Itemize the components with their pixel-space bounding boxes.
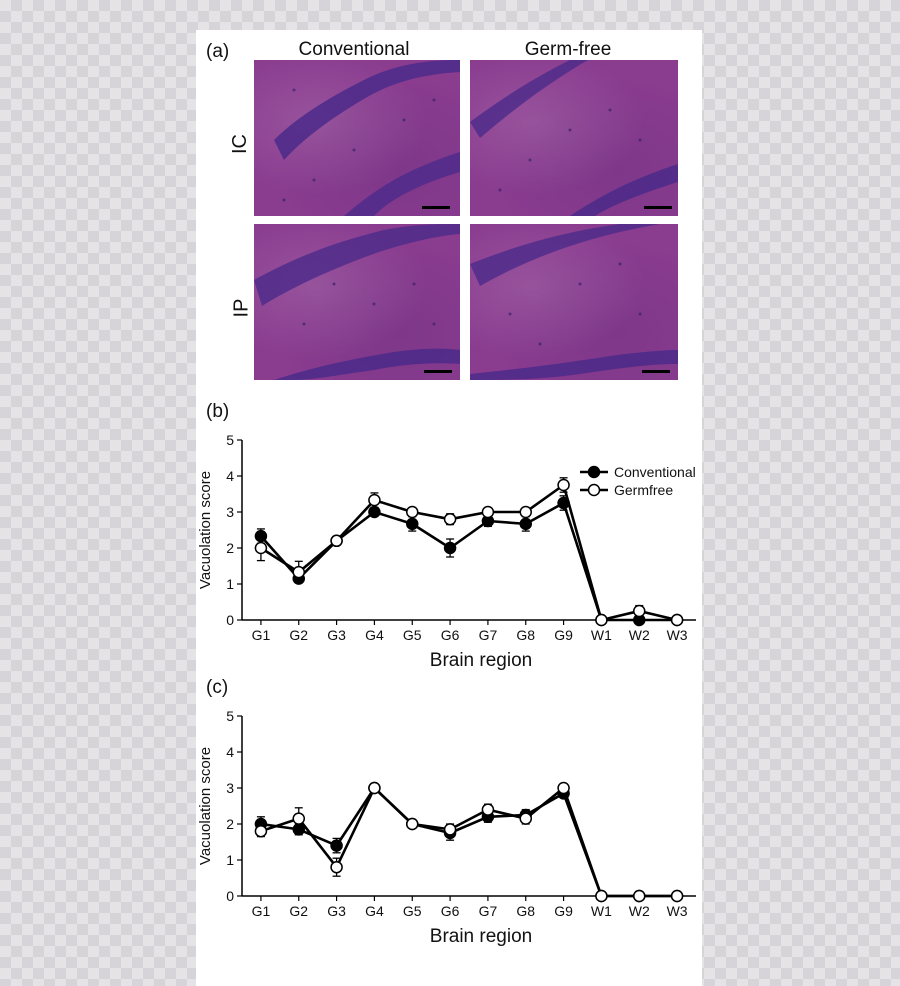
column-heading-germfree: Germ-free — [524, 39, 612, 60]
data-point-germfree — [633, 889, 646, 903]
data-point-germfree — [330, 534, 343, 548]
y-tick-label: 3 — [226, 504, 234, 520]
micrograph-ic-conventional — [254, 60, 460, 216]
micrograph-ip-germfree — [470, 224, 678, 380]
y-axis-label: Vacuolation score — [197, 747, 214, 865]
legend-label: Germfree — [614, 482, 673, 498]
row-label-ic: IC — [229, 134, 251, 154]
data-point-germfree — [595, 613, 608, 627]
data-point-germfree — [406, 817, 419, 831]
data-point-germfree — [595, 889, 608, 903]
legend-entry-germfree: Germfree — [580, 482, 673, 498]
x-axis-label: Brain region — [430, 926, 532, 947]
x-tick-label: G1 — [252, 903, 271, 919]
data-point-germfree — [368, 781, 381, 795]
scale-bar — [644, 206, 672, 209]
figure: (a) Conventional Germ-free IC IP — [196, 30, 702, 986]
panel-b-label: (b) — [206, 401, 230, 422]
data-point-germfree — [406, 505, 419, 519]
x-tick-label: G2 — [289, 903, 308, 919]
data-point-germfree — [557, 478, 570, 492]
y-tick-label: 1 — [226, 852, 234, 868]
x-tick-label: G3 — [327, 627, 346, 643]
legend-entry-conventional: Conventional — [580, 464, 696, 480]
series-line-germfree — [260, 483, 678, 622]
x-tick-label: G6 — [441, 627, 460, 643]
data-point-germfree — [670, 889, 684, 903]
x-tick-label: W2 — [629, 627, 650, 643]
x-tick-label: W1 — [591, 627, 612, 643]
data-point-germfree — [254, 541, 268, 555]
data-point-germfree — [633, 604, 646, 618]
data-point-germfree — [292, 565, 305, 579]
y-tick-label: 4 — [226, 468, 234, 484]
y-tick-label: 1 — [226, 576, 234, 592]
data-point-germfree — [670, 613, 684, 627]
x-tick-label: G3 — [327, 903, 346, 919]
y-tick-label: 5 — [226, 708, 234, 724]
data-point-germfree — [481, 803, 495, 816]
micrograph-ip-conventional — [254, 224, 460, 380]
data-point-germfree — [519, 505, 532, 519]
x-tick-label: G2 — [289, 627, 308, 643]
x-tick-label: W3 — [667, 903, 688, 919]
micrograph-ic-germfree — [470, 60, 678, 216]
data-point-conventional — [406, 517, 419, 531]
series-line-conventional — [260, 786, 678, 898]
data-point-germfree — [443, 823, 457, 836]
series-line-germfree — [260, 786, 678, 898]
x-tick-label: G9 — [554, 627, 573, 643]
row-label-ip: IP — [230, 298, 253, 318]
data-point-conventional — [368, 505, 381, 519]
y-tick-label: 4 — [226, 744, 234, 760]
y-tick-label: 3 — [226, 780, 234, 796]
data-point-germfree — [254, 824, 268, 838]
y-tick-label: 0 — [226, 888, 234, 904]
column-heading-conventional: Conventional — [298, 39, 410, 60]
y-tick-label: 5 — [226, 432, 234, 448]
y-tick-label: 2 — [226, 816, 234, 832]
chart-c: 0 1 2 3 4 5 G1 G2 G3 G4 G5 G6 G7 G8 G9 W1 W2 W3 Vacuolatio… — [197, 708, 696, 947]
y-tick-label: 0 — [226, 612, 234, 628]
x-tick-label: G5 — [403, 903, 422, 919]
x-tick-label: G4 — [365, 627, 384, 643]
scale-bar — [642, 370, 670, 373]
data-point-germfree — [557, 781, 570, 795]
x-tick-label: W2 — [629, 903, 650, 919]
x-tick-label: G6 — [441, 903, 460, 919]
data-point-germfree — [292, 812, 305, 825]
data-point-germfree — [519, 812, 532, 825]
series-line-conventional — [259, 501, 678, 622]
x-tick-label: G4 — [365, 903, 384, 919]
x-tick-label: G7 — [479, 903, 498, 919]
x-tick-label: G8 — [516, 627, 535, 643]
panel-a-label: (a) — [206, 41, 230, 62]
x-axis-label: Brain region — [430, 650, 532, 671]
data-point-germfree — [481, 505, 495, 519]
x-tick-label: G7 — [479, 627, 498, 643]
x-tick-label: W3 — [667, 627, 688, 643]
legend-label: Conventional — [614, 464, 696, 480]
x-tick-label: G8 — [516, 903, 535, 919]
data-point-conventional — [443, 541, 457, 555]
data-point-germfree — [330, 860, 343, 874]
data-point-conventional — [519, 517, 532, 531]
x-tick-label: W1 — [591, 903, 612, 919]
data-point-conventional — [330, 839, 343, 852]
scale-bar — [422, 206, 450, 209]
scale-bar — [424, 370, 452, 373]
data-point-germfree — [443, 512, 457, 526]
x-tick-label: G5 — [403, 627, 422, 643]
x-tick-label: G9 — [554, 903, 573, 919]
y-axis-label: Vacuolation score — [197, 471, 214, 589]
y-tick-label: 2 — [226, 540, 234, 556]
chart-b: 0 1 2 3 4 5 G1 G2 G3 G4 G5 G6 G7 G8 G9 W1 W2 W3 Vacuolatio… — [197, 432, 696, 671]
x-tick-label: G1 — [252, 627, 271, 643]
data-point-germfree — [368, 493, 381, 507]
panel-c-label: (c) — [206, 677, 229, 698]
